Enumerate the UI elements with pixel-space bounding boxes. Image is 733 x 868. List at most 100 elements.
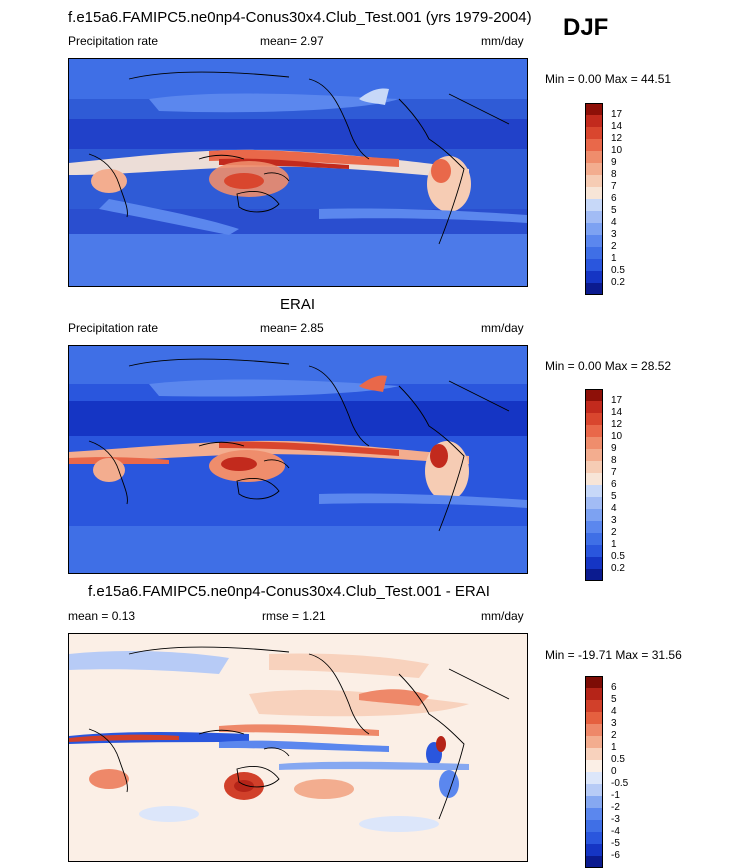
- colorbar-tick-label: 0.2: [611, 277, 625, 288]
- colorbar-swatch: [585, 784, 603, 796]
- colorbar-swatch: [585, 199, 603, 211]
- colorbar-swatch: [585, 772, 603, 784]
- colorbar-tick-label: 2: [611, 730, 617, 741]
- colorbar-tick-label: 8: [611, 169, 617, 180]
- panel3-minmax: Min = -19.71 Max = 31.56: [545, 648, 682, 662]
- panel3-map: [68, 633, 528, 862]
- colorbar-tick-label: 5: [611, 205, 617, 216]
- colorbar-frame: [585, 389, 603, 581]
- panel2-map-field: [69, 346, 527, 573]
- season-label: DJF: [563, 14, 609, 41]
- colorbar-swatch: [585, 557, 603, 569]
- colorbar-swatch: [585, 473, 603, 485]
- colorbar-tick-label: 10: [611, 431, 623, 442]
- colorbar-tick-label: -4: [611, 826, 620, 837]
- panel1-mean: mean= 2.97: [260, 34, 324, 48]
- panel3-map-field: [69, 634, 527, 861]
- colorbar-swatch: [585, 461, 603, 473]
- colorbar-tick-label: 0.2: [611, 563, 625, 574]
- colorbar-tick-label: 0.5: [611, 551, 625, 562]
- colorbar-tick-label: 3: [611, 229, 617, 240]
- colorbar-tick-label: 2: [611, 241, 617, 252]
- colorbar-swatch: [585, 748, 603, 760]
- colorbar-swatch: [585, 175, 603, 187]
- panel3-units: mm/day: [481, 609, 524, 623]
- colorbar-swatch: [585, 259, 603, 271]
- panel1-map: [68, 58, 528, 287]
- colorbar-tick-label: 9: [611, 443, 617, 454]
- panel1-units: mm/day: [481, 34, 524, 48]
- colorbar-tick-label: 0: [611, 766, 617, 777]
- panel3-colorbar: -6 -5 -4 -3 -2 -1 -0.5 0 0.5 1 2 3 4 5 6: [585, 676, 645, 868]
- colorbar-tick-label: -1: [611, 790, 620, 801]
- colorbar-swatch: [585, 796, 603, 808]
- panel1-left-label: Precipitation rate: [68, 34, 159, 48]
- colorbar-swatch: [585, 247, 603, 259]
- colorbar-swatch: [585, 676, 603, 688]
- panel3-left-label: mean = 0.13: [68, 609, 136, 623]
- colorbar-tick-label: 12: [611, 133, 623, 144]
- panel2-map: [68, 345, 528, 574]
- colorbar-tick-label: 5: [611, 491, 617, 502]
- colorbar-tick-label: 6: [611, 682, 617, 693]
- colorbar-swatch: [585, 413, 603, 425]
- colorbar-swatch: [585, 235, 603, 247]
- colorbar-tick-label: 14: [611, 121, 623, 132]
- colorbar-tick-label: 10: [611, 145, 623, 156]
- panel3-title: f.e15a6.FAMIPC5.ne0np4-Conus30x4.Club_Te…: [88, 583, 490, 600]
- colorbar-tick-label: 6: [611, 193, 617, 204]
- panel3-rmse: rmse = 1.21: [262, 609, 326, 623]
- colorbar-swatch: [585, 485, 603, 497]
- panel2-units: mm/day: [481, 321, 524, 335]
- colorbar-swatch: [585, 163, 603, 175]
- colorbar-tick-label: -2: [611, 802, 620, 813]
- colorbar-tick-label: -3: [611, 814, 620, 825]
- colorbar-swatch: [585, 425, 603, 437]
- colorbar-swatch: [585, 509, 603, 521]
- panel2-minmax: Min = 0.00 Max = 28.52: [545, 359, 672, 373]
- colorbar-swatch: [585, 401, 603, 413]
- colorbar-swatch: [585, 521, 603, 533]
- panel2-colorbar: 0.2 0.5 1 2 3 4 5 6 7 8 9 10 12 14 17: [585, 389, 645, 581]
- colorbar-tick-label: -6: [611, 850, 620, 861]
- colorbar-swatch: [585, 820, 603, 832]
- colorbar-swatch: [585, 223, 603, 235]
- colorbar-swatch: [585, 389, 603, 401]
- colorbar-swatch: [585, 569, 603, 581]
- colorbar-swatch: [585, 844, 603, 856]
- colorbar-swatch: [585, 700, 603, 712]
- colorbar-tick-label: -0.5: [611, 778, 629, 789]
- colorbar-tick-label: 3: [611, 515, 617, 526]
- panel2-title: ERAI: [280, 296, 316, 313]
- colorbar-swatch: [585, 856, 603, 868]
- colorbar-swatch: [585, 139, 603, 151]
- colorbar-tick-label: 7: [611, 181, 617, 192]
- colorbar-tick-label: 3: [611, 718, 617, 729]
- colorbar-tick-label: 1: [611, 539, 617, 550]
- colorbar-tick-label: 1: [611, 742, 617, 753]
- colorbar-tick-label: 7: [611, 467, 617, 478]
- colorbar-swatch: [585, 283, 603, 295]
- colorbar-swatch: [585, 497, 603, 509]
- colorbar-tick-label: -5: [611, 838, 620, 849]
- colorbar-swatch: [585, 712, 603, 724]
- panel1-colorbar: 0.2 0.5 1 2 3 4 5 6 7 8 9 10 12 14 17: [585, 103, 645, 295]
- colorbar-tick-label: 17: [611, 395, 623, 406]
- panel2-left-label: Precipitation rate: [68, 321, 159, 335]
- colorbar-swatch: [585, 724, 603, 736]
- colorbar-tick-label: 14: [611, 407, 623, 418]
- colorbar-swatch: [585, 437, 603, 449]
- colorbar-tick-label: 1: [611, 253, 617, 264]
- colorbar-tick-label: 5: [611, 694, 617, 705]
- colorbar-tick-label: 0.5: [611, 754, 625, 765]
- colorbar-swatch: [585, 151, 603, 163]
- colorbar-swatch: [585, 449, 603, 461]
- colorbar-frame: [585, 103, 603, 295]
- panel1-minmax: Min = 0.00 Max = 44.51: [545, 72, 672, 86]
- colorbar-tick-label: 4: [611, 217, 617, 228]
- colorbar-swatch: [585, 211, 603, 223]
- colorbar-frame: [585, 676, 603, 868]
- colorbar-tick-label: 8: [611, 455, 617, 466]
- colorbar-swatch: [585, 545, 603, 557]
- colorbar-swatch: [585, 688, 603, 700]
